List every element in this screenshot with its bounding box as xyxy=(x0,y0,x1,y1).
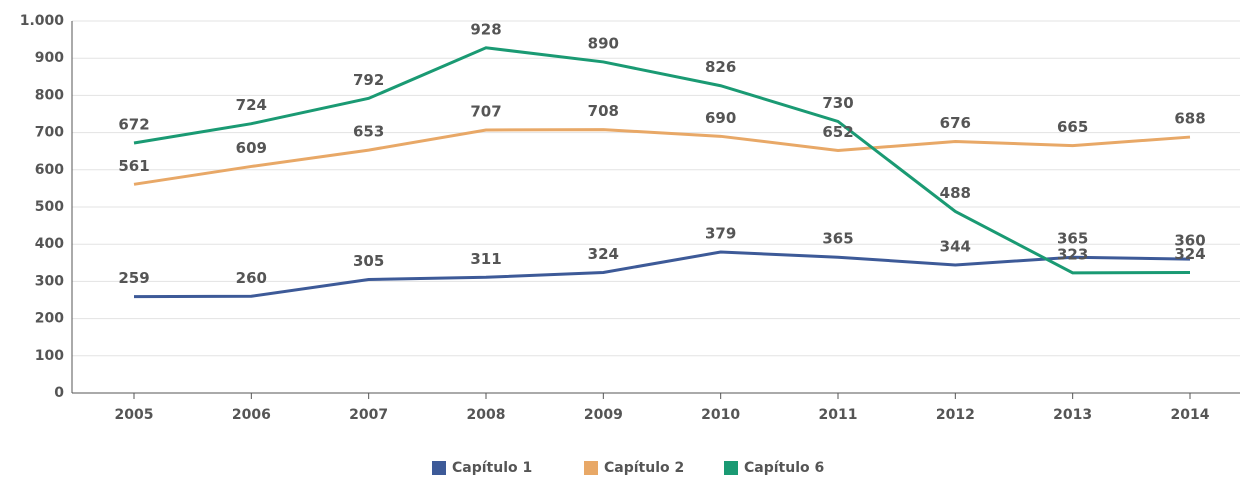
data-label: 792 xyxy=(353,71,384,89)
x-tick-label: 2010 xyxy=(701,407,740,423)
data-label: 324 xyxy=(1174,245,1205,263)
y-tick-label: 200 xyxy=(35,311,64,327)
data-label: 259 xyxy=(118,269,149,287)
data-label: 365 xyxy=(1057,230,1088,248)
data-label: 652 xyxy=(822,123,853,141)
data-label: 826 xyxy=(705,58,736,76)
data-label: 360 xyxy=(1174,232,1205,250)
data-label: 724 xyxy=(236,96,267,114)
data-label: 730 xyxy=(822,94,853,112)
series-line xyxy=(133,128,1191,186)
x-tick-label: 2009 xyxy=(584,407,623,423)
data-label: 928 xyxy=(470,20,501,38)
y-tick-label: 400 xyxy=(35,236,64,252)
y-tick-label: 100 xyxy=(35,348,64,364)
data-label: 488 xyxy=(940,184,971,202)
data-label: 676 xyxy=(940,114,971,132)
y-tick-label: 700 xyxy=(35,125,64,141)
data-label: 609 xyxy=(236,139,267,157)
x-tick-label: 2011 xyxy=(819,407,858,423)
y-tick-label: 300 xyxy=(35,273,64,289)
data-label: 707 xyxy=(470,102,501,120)
data-label: 665 xyxy=(1057,118,1088,136)
x-tick-label: 2013 xyxy=(1053,407,1092,423)
y-tick-label: 1.000 xyxy=(20,13,65,29)
series-line xyxy=(133,46,1191,275)
legend-label: Capítulo 2 xyxy=(604,460,684,476)
legend-swatch xyxy=(584,461,598,475)
y-tick-label: 900 xyxy=(35,50,64,66)
x-tick-label: 2005 xyxy=(115,407,154,423)
data-label: 653 xyxy=(353,123,384,141)
data-label: 690 xyxy=(705,109,736,127)
data-label: 688 xyxy=(1174,110,1205,128)
data-label: 311 xyxy=(470,250,501,268)
legend-swatch xyxy=(724,461,738,475)
y-tick-label: 0 xyxy=(54,385,64,401)
data-label: 365 xyxy=(822,230,853,248)
data-label: 890 xyxy=(588,34,619,52)
x-tick-label: 2008 xyxy=(467,407,506,423)
data-label: 379 xyxy=(705,225,736,243)
y-tick-label: 600 xyxy=(35,162,64,178)
y-tick-label: 500 xyxy=(35,199,64,215)
data-label: 324 xyxy=(588,245,619,263)
legend-swatch xyxy=(432,461,446,475)
data-label: 323 xyxy=(1057,245,1088,263)
legend-label: Capítulo 6 xyxy=(744,460,824,476)
data-label: 305 xyxy=(353,252,384,270)
x-tick-label: 2012 xyxy=(936,407,975,423)
x-tick-label: 2014 xyxy=(1171,407,1210,423)
x-tick-label: 2007 xyxy=(349,407,388,423)
data-label: 672 xyxy=(118,116,149,134)
data-label: 561 xyxy=(118,157,149,175)
series-line xyxy=(133,250,1191,299)
data-label: 708 xyxy=(588,102,619,120)
y-tick-label: 800 xyxy=(35,87,64,103)
x-tick-label: 2006 xyxy=(232,407,271,423)
data-label: 260 xyxy=(236,269,267,287)
legend-label: Capítulo 1 xyxy=(452,460,532,476)
data-label: 344 xyxy=(940,238,971,256)
